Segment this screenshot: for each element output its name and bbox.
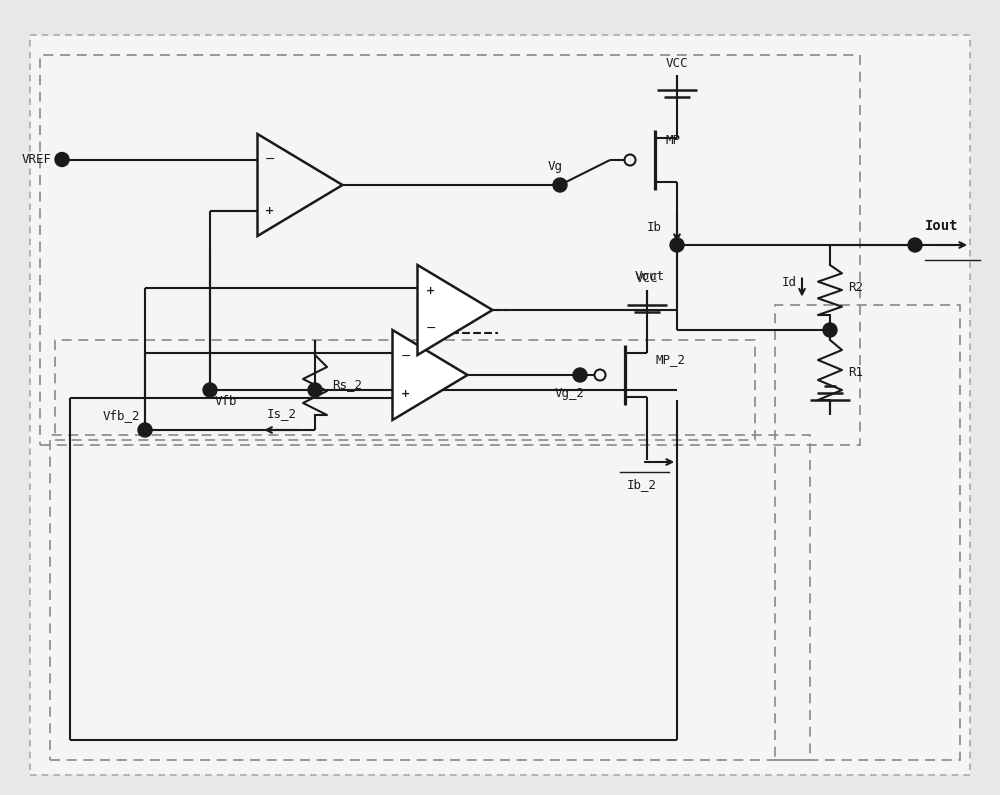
FancyBboxPatch shape	[30, 35, 970, 775]
Circle shape	[203, 383, 217, 397]
Text: VCC: VCC	[666, 57, 688, 70]
Circle shape	[908, 238, 922, 252]
Circle shape	[55, 153, 69, 166]
Text: Iout: Iout	[925, 219, 958, 233]
Text: VREF: VREF	[22, 153, 52, 166]
Text: Vout: Vout	[635, 270, 665, 283]
Polygon shape	[418, 265, 493, 355]
Text: R1: R1	[848, 366, 863, 379]
Text: Is_2: Is_2	[266, 407, 296, 420]
Circle shape	[138, 423, 152, 437]
Polygon shape	[393, 330, 468, 420]
Text: −: −	[426, 322, 436, 335]
Circle shape	[823, 323, 837, 337]
Text: R2: R2	[848, 281, 863, 294]
Text: −: −	[401, 350, 411, 363]
Text: Ib_2: Ib_2	[627, 478, 657, 491]
Circle shape	[553, 178, 567, 192]
Text: +: +	[265, 205, 274, 215]
Text: +: +	[401, 389, 410, 399]
Circle shape	[670, 238, 684, 252]
Text: Vg_2: Vg_2	[555, 387, 585, 400]
Text: Vg: Vg	[548, 160, 562, 173]
Text: Vfb: Vfb	[215, 395, 238, 408]
Text: VCC: VCC	[636, 272, 658, 285]
Circle shape	[308, 383, 322, 397]
Text: +: +	[426, 286, 435, 297]
Text: Id: Id	[782, 276, 797, 289]
Circle shape	[573, 368, 587, 382]
Text: Vfb_2: Vfb_2	[103, 409, 140, 422]
Text: −: −	[265, 153, 275, 166]
Text: Rs_2: Rs_2	[332, 378, 362, 391]
Text: MP: MP	[665, 134, 680, 146]
Text: MP_2: MP_2	[655, 354, 685, 366]
Text: Ib: Ib	[647, 220, 662, 234]
